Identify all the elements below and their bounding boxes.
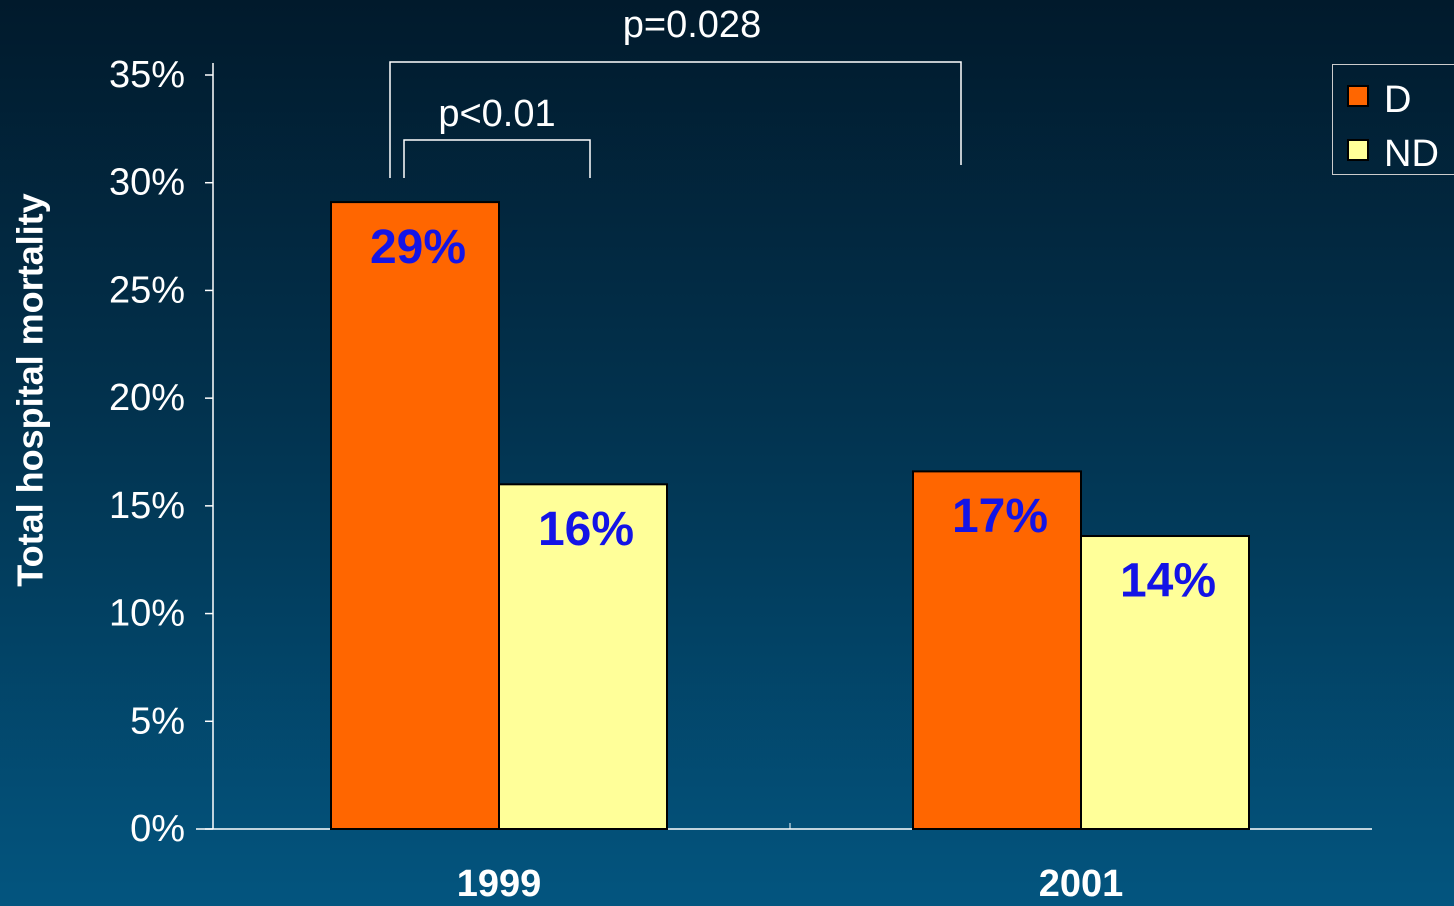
value-label: 14% <box>1120 555 1216 608</box>
annotation: p=0.028 <box>623 4 761 46</box>
y-tick-label: 0% <box>130 808 185 850</box>
y-tick-label: 25% <box>109 269 185 311</box>
value-label: 17% <box>952 490 1048 543</box>
y-tick-label: 30% <box>109 162 185 204</box>
value-label: 29% <box>370 221 466 274</box>
y-tick-label: 5% <box>130 700 185 742</box>
legend-swatch <box>1347 85 1369 107</box>
y-tick-label: 15% <box>109 485 185 527</box>
bar <box>912 470 1082 830</box>
bracket <box>389 61 962 178</box>
y-tick-label: 20% <box>109 377 185 419</box>
annotation: p<0.01 <box>438 93 555 135</box>
x-tick-label: 2001 <box>1039 863 1124 905</box>
y-tick-label: 10% <box>109 593 185 635</box>
legend-box <box>1332 64 1454 175</box>
bar <box>1080 535 1250 830</box>
y-axis-title: Total hospital mortality <box>10 193 51 586</box>
x-tick-label: 1999 <box>457 863 542 905</box>
bar <box>330 201 500 831</box>
y-tick-label: 35% <box>109 54 185 96</box>
legend-label: ND <box>1384 133 1439 175</box>
bar <box>498 483 668 830</box>
legend-label: D <box>1384 79 1411 121</box>
legend-swatch <box>1347 139 1369 161</box>
bracket <box>403 139 591 178</box>
value-label: 16% <box>538 503 634 556</box>
